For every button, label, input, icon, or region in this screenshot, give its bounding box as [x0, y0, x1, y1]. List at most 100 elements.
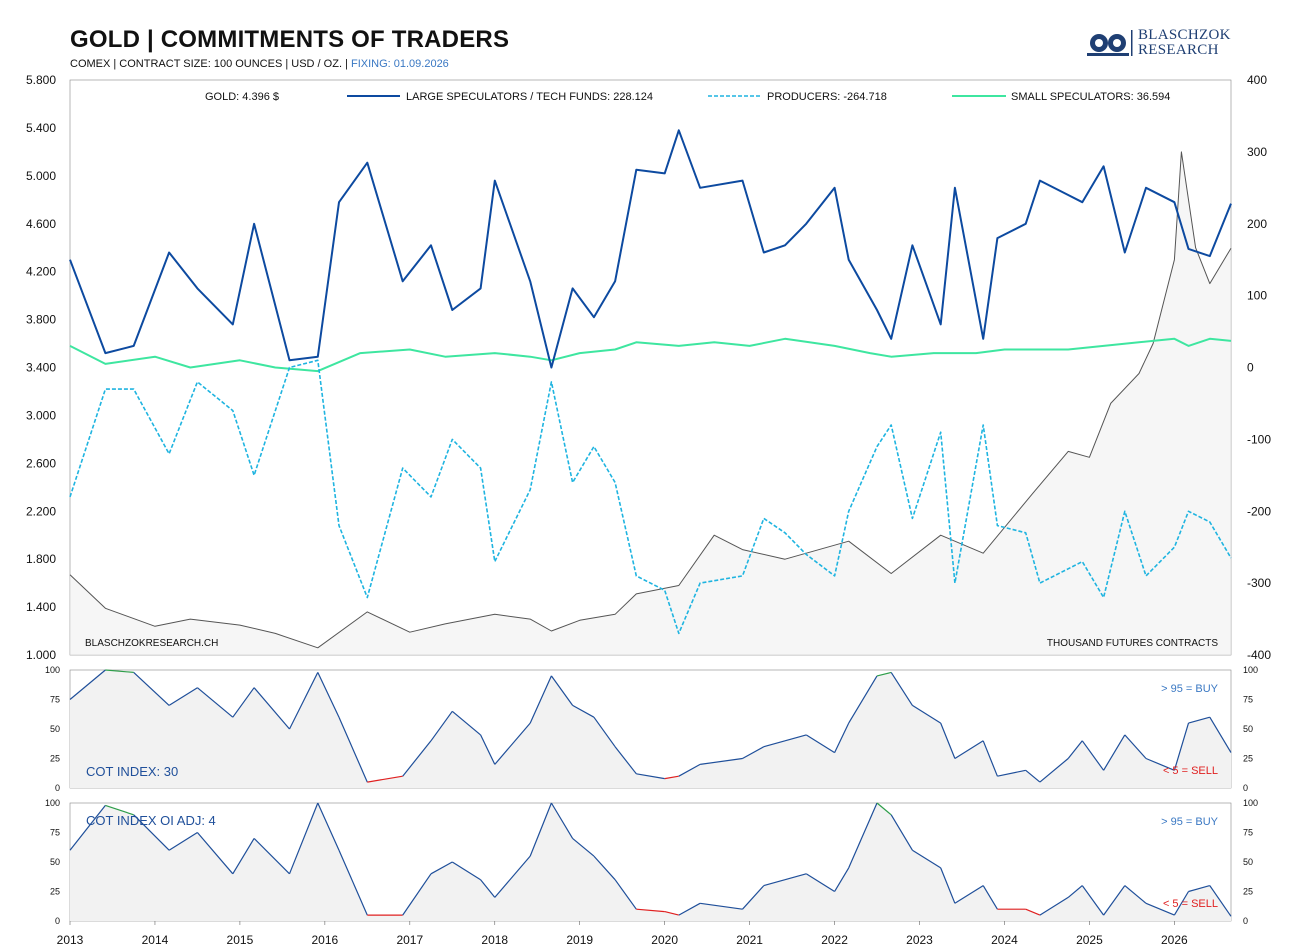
y-left-tick-label: 5.400 [26, 121, 56, 135]
cot-oi-line-segment [133, 814, 170, 851]
cot-line-segment [834, 722, 850, 753]
cot-area [70, 670, 1231, 788]
legend-gold-label: GOLD: 4.396 $ [205, 91, 279, 103]
cot-y-left-tick: 100 [45, 665, 60, 675]
cot-line-segment [288, 672, 319, 730]
unit-note-text: THOUSAND FUTURES CONTRACTS [1047, 638, 1218, 649]
small-speculators-line [69, 337, 1232, 373]
cot-oi-line-segment [763, 879, 786, 887]
cot-oi-line-segment [848, 802, 878, 869]
cot-y-left-tick: 0 [55, 783, 60, 793]
y-left-tick-label: 4.200 [26, 265, 56, 279]
cot-oi-line-segment [69, 805, 106, 851]
y-left-tick-label: 3.400 [26, 361, 56, 375]
cot-line-segment [805, 734, 835, 754]
cot-line-segment [784, 734, 807, 742]
cot-oi-y-right-tick: 100 [1243, 798, 1258, 808]
x-axis-year-label: 2024 [991, 933, 1018, 947]
cot-line-segment [678, 763, 701, 777]
cot-y-left-tick: 25 [50, 754, 60, 764]
cot-oi-line-segment [834, 867, 850, 892]
producers-line [69, 359, 1232, 635]
cot-oi-y-right-tick: 0 [1243, 916, 1248, 926]
cot-oi-line-segment [1173, 891, 1190, 916]
cot-line-segment [1067, 740, 1083, 759]
cot-line-segment [494, 722, 531, 765]
cot-oi-y-left-tick: 0 [55, 916, 60, 926]
cot-line-segment [572, 704, 595, 718]
cot-oi-line-segment [1081, 885, 1105, 916]
logo-emblem-icon [1087, 30, 1133, 56]
page-title: GOLD | COMMITMENTS OF TRADERS [70, 26, 510, 53]
cot-line-segment [1103, 734, 1126, 771]
cot-oi-buy-threshold-label: > 95 = BUY [1161, 816, 1219, 828]
cot-oi-line-segment [480, 879, 496, 898]
cot-line-segment [614, 746, 637, 775]
cot-oi-line-segment [317, 802, 340, 851]
legend-small-speculators-label: SMALL SPECULATORS: 36.594 [1011, 91, 1170, 103]
cot-oi-y-left-tick: 25 [50, 887, 60, 897]
x-axis-year-label: 2014 [142, 933, 169, 947]
y-left-tick-label: 4.600 [26, 217, 56, 231]
cot-oi-line-segment [954, 885, 984, 904]
cot-oi-line-segment [1103, 885, 1126, 916]
cot-oi-line-segment [700, 902, 743, 910]
cot-oi-line-segment [593, 855, 616, 881]
x-axis-year-label: 2026 [1161, 933, 1188, 947]
y-right-tick-label: 100 [1247, 289, 1267, 303]
y-right-tick-label: 400 [1247, 73, 1267, 87]
cot-oi-y-left-tick: 75 [50, 828, 60, 838]
y-left-tick-label: 1.800 [26, 552, 56, 566]
cot-line-segment [367, 775, 403, 783]
cot-line-segment [763, 740, 786, 748]
cot-oi-line-segment [614, 879, 637, 910]
x-axis-year-label: 2022 [821, 933, 848, 947]
cot-line-segment [338, 716, 368, 783]
cot-oi-line-segment [1209, 885, 1232, 917]
cot-line-segment [550, 675, 574, 706]
x-axis-year-label: 2023 [906, 933, 933, 947]
cot-line-segment [451, 710, 481, 736]
cot-oi-line-segment [529, 802, 552, 857]
y-left-tick-label: 2.200 [26, 504, 56, 518]
cot-oi-line-segment [430, 861, 453, 875]
cot-line-segment [430, 710, 453, 742]
x-axis-year-label: 2021 [736, 933, 763, 947]
cot-oi-line-segment [784, 873, 807, 881]
cot-oi-line-segment [451, 861, 481, 881]
cot-line-segment [912, 704, 942, 724]
cot-line-segment [133, 671, 170, 706]
cot-oi-line-segment [742, 885, 765, 910]
cot-oi-y-left-tick: 100 [45, 798, 60, 808]
cot-oi-y-left-tick: 50 [50, 857, 60, 867]
cot-oi-line-segment [1124, 885, 1147, 904]
y-left-tick-label: 5.800 [26, 73, 56, 87]
cot-y-right-tick: 75 [1243, 695, 1253, 705]
y-left-tick-label: 3.000 [26, 408, 56, 422]
cot-oi-index-label: COT INDEX OI ADJ: 4 [86, 813, 216, 828]
x-axis-year-label: 2013 [57, 933, 84, 947]
cot-line-segment [1081, 740, 1105, 771]
cot-oi-y-right-tick: 50 [1243, 857, 1253, 867]
cot-oi-area [70, 803, 1231, 921]
cot-oi-line-segment [232, 838, 255, 875]
y-left-tick-label: 1.000 [26, 648, 56, 662]
y-left-tick-label: 5.000 [26, 169, 56, 183]
cot-index-label: COT INDEX: 30 [86, 764, 178, 779]
y-left-tick-label: 1.400 [26, 600, 56, 614]
cot-line-segment [232, 687, 255, 718]
cot-line-segment [317, 672, 340, 718]
large-speculators-line [69, 129, 1232, 369]
cot-oi-y-right-tick: 75 [1243, 828, 1253, 838]
cot-line-segment [940, 722, 956, 759]
cot-oi-line-segment [805, 873, 835, 893]
cot-oi-line-segment [876, 802, 892, 816]
x-axis-year-label: 2016 [312, 933, 339, 947]
cot-oi-line-segment [196, 832, 234, 875]
cot-oi-line-segment [890, 814, 913, 851]
cot-oi-line-segment [664, 911, 679, 916]
chart-subtitle: COMEX | CONTRACT SIZE: 100 OUNCES | USD … [70, 58, 449, 70]
fixing-date: FIXING: 01.09.2026 [350, 58, 449, 70]
y-left-tick-label: 3.800 [26, 313, 56, 327]
